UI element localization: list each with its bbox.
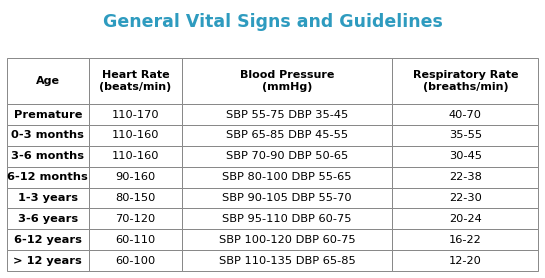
Text: SBP 110-135 DBP 65-85: SBP 110-135 DBP 65-85: [219, 255, 355, 265]
Text: Premature: Premature: [14, 110, 82, 120]
Text: 6-12 years: 6-12 years: [14, 235, 82, 245]
Text: 16-22: 16-22: [449, 235, 482, 245]
Text: 40-70: 40-70: [449, 110, 482, 120]
Text: 30-45: 30-45: [449, 151, 482, 161]
Text: Heart Rate
(beats/min): Heart Rate (beats/min): [99, 70, 172, 93]
Text: Respiratory Rate
(breaths/min): Respiratory Rate (breaths/min): [413, 70, 518, 93]
Text: SBP 65-85 DBP 45-55: SBP 65-85 DBP 45-55: [226, 130, 348, 140]
Text: 3-6 months: 3-6 months: [11, 151, 84, 161]
Text: SBP 95-110 DBP 60-75: SBP 95-110 DBP 60-75: [222, 214, 352, 224]
Text: SBP 100-120 DBP 60-75: SBP 100-120 DBP 60-75: [219, 235, 355, 245]
Text: 70-120: 70-120: [116, 214, 156, 224]
Text: 22-38: 22-38: [449, 172, 482, 182]
Text: 60-100: 60-100: [116, 255, 156, 265]
Text: 110-160: 110-160: [112, 130, 159, 140]
Text: 110-170: 110-170: [112, 110, 159, 120]
Text: 20-24: 20-24: [449, 214, 482, 224]
Text: SBP 55-75 DBP 35-45: SBP 55-75 DBP 35-45: [226, 110, 348, 120]
Text: 12-20: 12-20: [449, 255, 482, 265]
Text: 80-150: 80-150: [116, 193, 156, 203]
Text: General Vital Signs and Guidelines: General Vital Signs and Guidelines: [102, 13, 443, 31]
Text: Age: Age: [36, 76, 60, 86]
Text: > 12 years: > 12 years: [14, 255, 82, 265]
Text: 22-30: 22-30: [449, 193, 482, 203]
Text: 35-55: 35-55: [449, 130, 482, 140]
Text: 110-160: 110-160: [112, 151, 159, 161]
Text: 1-3 years: 1-3 years: [18, 193, 78, 203]
Text: 90-160: 90-160: [116, 172, 156, 182]
Text: 0-3 months: 0-3 months: [11, 130, 84, 140]
Text: Blood Pressure
(mmHg): Blood Pressure (mmHg): [240, 70, 334, 93]
Text: SBP 70-90 DBP 50-65: SBP 70-90 DBP 50-65: [226, 151, 348, 161]
Text: 60-110: 60-110: [116, 235, 156, 245]
Text: SBP 90-105 DBP 55-70: SBP 90-105 DBP 55-70: [222, 193, 352, 203]
Text: 3-6 years: 3-6 years: [17, 214, 78, 224]
Text: 6-12 months: 6-12 months: [8, 172, 88, 182]
Text: SBP 80-100 DBP 55-65: SBP 80-100 DBP 55-65: [222, 172, 352, 182]
